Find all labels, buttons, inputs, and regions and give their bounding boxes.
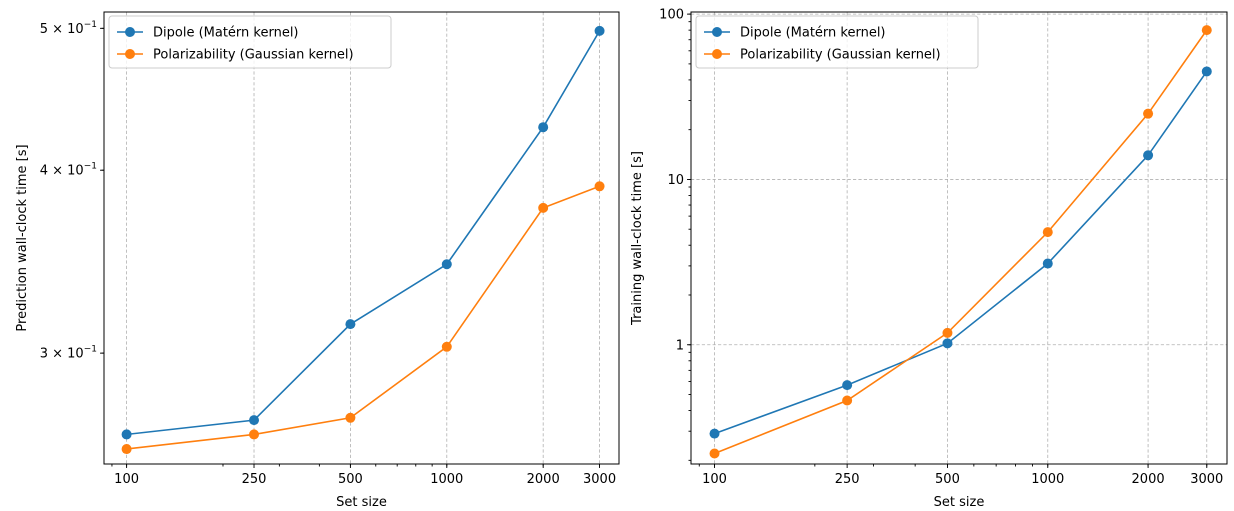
data-point bbox=[1201, 25, 1212, 36]
x-tick-label: 500 bbox=[935, 472, 960, 487]
y-tick-label: 5 × 10−1 bbox=[40, 20, 97, 37]
data-point bbox=[345, 319, 356, 330]
y-axis-label: Prediction wall-clock time [s] bbox=[15, 144, 30, 331]
data-point bbox=[121, 444, 132, 455]
x-tick-label: 3000 bbox=[583, 472, 616, 487]
x-tick-label: 1000 bbox=[1031, 472, 1064, 487]
data-point bbox=[942, 327, 953, 338]
data-point bbox=[594, 181, 605, 192]
x-tick-label: 100 bbox=[114, 472, 139, 487]
x-tick-label: 250 bbox=[242, 472, 267, 487]
x-tick-label: 1000 bbox=[430, 472, 463, 487]
plot-frame bbox=[690, 11, 1228, 465]
x-tick-label: 500 bbox=[338, 472, 363, 487]
legend-box bbox=[695, 15, 979, 69]
plot-frame bbox=[103, 11, 620, 465]
data-point bbox=[942, 338, 953, 349]
data-point bbox=[345, 412, 356, 423]
data-point bbox=[1143, 108, 1154, 119]
series-line-2 bbox=[126, 185, 600, 450]
series-line-1 bbox=[714, 70, 1208, 435]
chart-1: 100 250 500 1000 2000 3000 3 × 10−1 4 × 10−1 5 ×… bbox=[15, 11, 620, 510]
chart-2: 100 250 500 1000 2000 3000 1 10 100 Set size Train… bbox=[630, 8, 1228, 510]
data-point bbox=[1042, 258, 1053, 269]
y-tick-label: 4 × 10−1 bbox=[40, 162, 97, 179]
data-point bbox=[441, 259, 452, 270]
series-line-2 bbox=[714, 29, 1208, 455]
data-point bbox=[842, 395, 853, 406]
x-tick-label: 2000 bbox=[527, 472, 560, 487]
data-point bbox=[249, 415, 260, 426]
y-tick-label: 100 bbox=[659, 8, 684, 23]
legend: Dipole (Matérn kernel) Polarizability (Ga… bbox=[108, 15, 392, 69]
legend-entry: Polarizability (Gaussian kernel) bbox=[153, 48, 354, 63]
data-point bbox=[1143, 150, 1154, 161]
x-tick-label: 2000 bbox=[1132, 472, 1165, 487]
x-tick-label: 250 bbox=[835, 472, 860, 487]
data-point bbox=[594, 25, 605, 36]
data-point bbox=[709, 428, 720, 439]
x-tick-label: 100 bbox=[702, 472, 727, 487]
data-point bbox=[121, 429, 132, 440]
legend-box bbox=[108, 15, 392, 69]
legend-marker bbox=[712, 27, 722, 37]
legend-entry: Dipole (Matérn kernel) bbox=[740, 26, 886, 41]
y-tick-label: 10 bbox=[667, 173, 684, 188]
series-line-1 bbox=[126, 30, 601, 436]
legend-marker bbox=[125, 49, 135, 59]
data-point bbox=[1042, 227, 1053, 238]
y-axis-label: Training wall-clock time [s] bbox=[630, 151, 645, 326]
legend-entry: Dipole (Matérn kernel) bbox=[153, 26, 299, 41]
legend-marker bbox=[712, 49, 722, 59]
data-point bbox=[538, 202, 549, 213]
data-point bbox=[842, 380, 853, 391]
legend-marker bbox=[125, 27, 135, 37]
legend: Dipole (Matérn kernel) Polarizability (Ga… bbox=[695, 15, 979, 69]
x-axis-label: Set size bbox=[934, 495, 985, 510]
data-point bbox=[441, 341, 452, 352]
legend-entry: Polarizability (Gaussian kernel) bbox=[740, 48, 941, 63]
data-point bbox=[709, 448, 720, 459]
y-tick-label: 3 × 10−1 bbox=[40, 345, 97, 362]
data-point bbox=[249, 429, 260, 440]
data-point bbox=[1201, 66, 1212, 77]
data-point bbox=[538, 122, 549, 133]
x-tick-label: 3000 bbox=[1190, 472, 1223, 487]
y-tick-label: 1 bbox=[676, 338, 684, 353]
x-axis-label: Set size bbox=[336, 495, 387, 510]
